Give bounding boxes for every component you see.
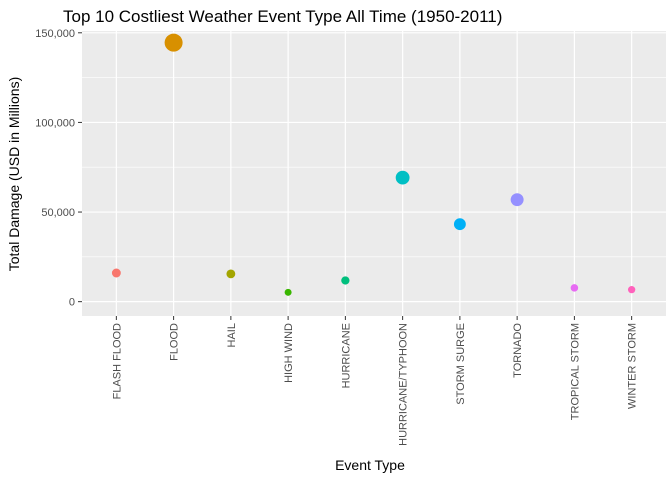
- x-tick-label: HAIL: [226, 323, 238, 347]
- plot-panel: [82, 31, 666, 316]
- x-tick-label: FLASH FLOOD: [111, 323, 123, 399]
- data-point: [395, 170, 410, 185]
- y-tick-label: 50,000: [41, 207, 75, 219]
- x-tick-label: STORM SURGE: [455, 323, 467, 405]
- x-tick-label: HIGH WIND: [283, 323, 295, 383]
- data-point: [341, 276, 350, 285]
- x-tick-label: WINTER STORM: [627, 323, 639, 409]
- x-tick-label: HURRICANE/TYPHOON: [398, 323, 410, 446]
- data-point: [510, 193, 524, 207]
- y-tick-label: 100,000: [35, 117, 75, 129]
- x-tick-label: TORNADO: [512, 323, 524, 378]
- data-points: [111, 33, 636, 296]
- data-point: [453, 218, 466, 231]
- data-point: [226, 269, 236, 279]
- data-point: [111, 268, 121, 278]
- x-axis-ticks: FLASH FLOOD FLOOD HAIL HIGH WIND HURRICANE HU…: [111, 316, 639, 446]
- y-tick-label: 0: [69, 297, 75, 309]
- chart-title: Top 10 Costliest Weather Event Type All …: [63, 7, 502, 26]
- data-point: [164, 33, 183, 52]
- data-point: [627, 285, 636, 294]
- minor-gridlines: [82, 77, 666, 258]
- x-axis-title: Event Type: [335, 457, 405, 473]
- x-tick-label: FLOOD: [169, 323, 181, 361]
- data-point: [284, 288, 292, 296]
- x-tick-label: HURRICANE: [340, 323, 352, 388]
- y-tick-label: 150,000: [35, 28, 75, 40]
- x-tick-label: TROPICAL STORM: [569, 323, 581, 420]
- data-point: [570, 284, 579, 292]
- y-axis-ticks: 0 50,000 100,000 150,000: [35, 28, 82, 309]
- y-axis-title: Total Damage (USD in Millions): [6, 77, 22, 272]
